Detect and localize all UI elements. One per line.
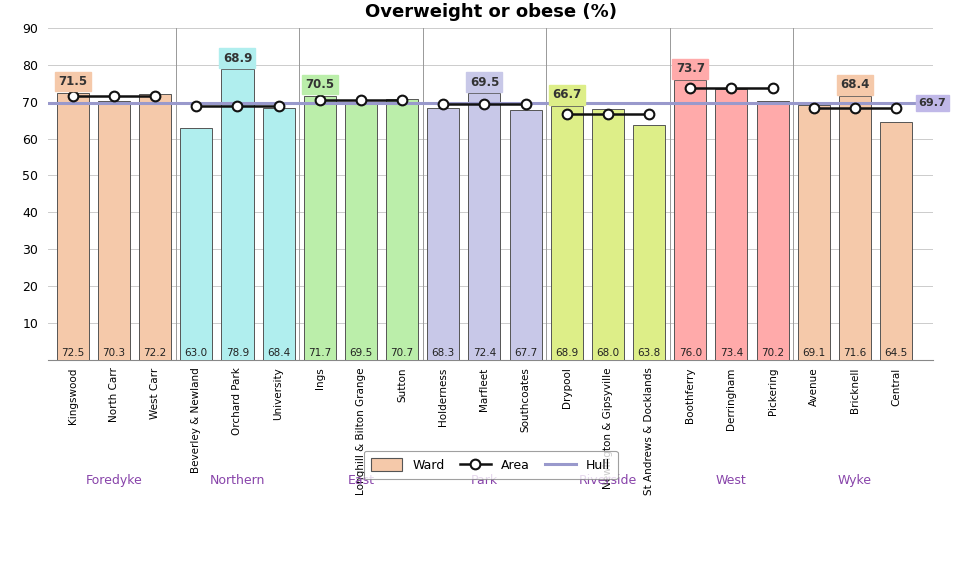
Legend: Ward, Area, Hull: Ward, Area, Hull [363,451,617,479]
Bar [57,93,88,360]
Bar [838,96,870,360]
Bar [674,80,705,360]
Text: 68.3: 68.3 [431,348,455,358]
Text: 68.4: 68.4 [267,348,290,358]
Text: 67.7: 67.7 [513,348,536,358]
Text: 71.6: 71.6 [843,348,866,358]
Bar [509,110,541,360]
Bar [385,99,418,360]
Text: Wyke: Wyke [837,474,871,487]
Text: 70.5: 70.5 [305,78,334,91]
Bar [797,105,829,360]
Bar [304,96,335,360]
Bar [715,89,747,360]
Text: 68.9: 68.9 [223,52,252,65]
Bar [550,106,582,360]
Text: 70.7: 70.7 [390,348,413,358]
Bar [345,103,377,360]
Text: Riverside: Riverside [579,474,636,487]
Bar [591,109,624,360]
Text: 66.7: 66.7 [552,88,580,101]
Bar [180,128,212,360]
Text: 69.7: 69.7 [918,98,946,108]
Text: Foredyke: Foredyke [86,474,142,487]
Text: 71.5: 71.5 [59,75,87,88]
Text: 69.5: 69.5 [469,75,499,89]
Text: East: East [347,474,374,487]
Text: 78.9: 78.9 [226,348,249,358]
Text: 70.2: 70.2 [760,348,783,358]
Text: Northern: Northern [209,474,265,487]
Text: 69.5: 69.5 [349,348,372,358]
Bar [755,101,788,360]
Text: 63.0: 63.0 [185,348,208,358]
Bar [632,125,664,360]
Bar [221,69,254,360]
Text: 71.7: 71.7 [308,348,332,358]
Bar [879,122,911,360]
Text: 68.9: 68.9 [554,348,578,358]
Text: 72.4: 72.4 [472,348,496,358]
Text: 68.4: 68.4 [839,79,869,92]
Bar [427,108,458,360]
Text: West: West [715,474,746,487]
Text: 69.1: 69.1 [801,348,825,358]
Text: 64.5: 64.5 [883,348,907,358]
Text: 73.7: 73.7 [675,62,704,75]
Text: Park: Park [470,474,498,487]
Text: 72.5: 72.5 [62,348,85,358]
Text: 76.0: 76.0 [678,348,702,358]
Bar [98,101,130,360]
Text: 68.0: 68.0 [596,348,619,358]
Text: 72.2: 72.2 [143,348,166,358]
Text: 63.8: 63.8 [637,348,660,358]
Bar [139,94,171,360]
Text: 73.4: 73.4 [719,348,742,358]
Bar [468,93,500,360]
Text: 70.3: 70.3 [102,348,125,358]
Title: Overweight or obese (%): Overweight or obese (%) [364,3,616,21]
Bar [262,108,294,360]
